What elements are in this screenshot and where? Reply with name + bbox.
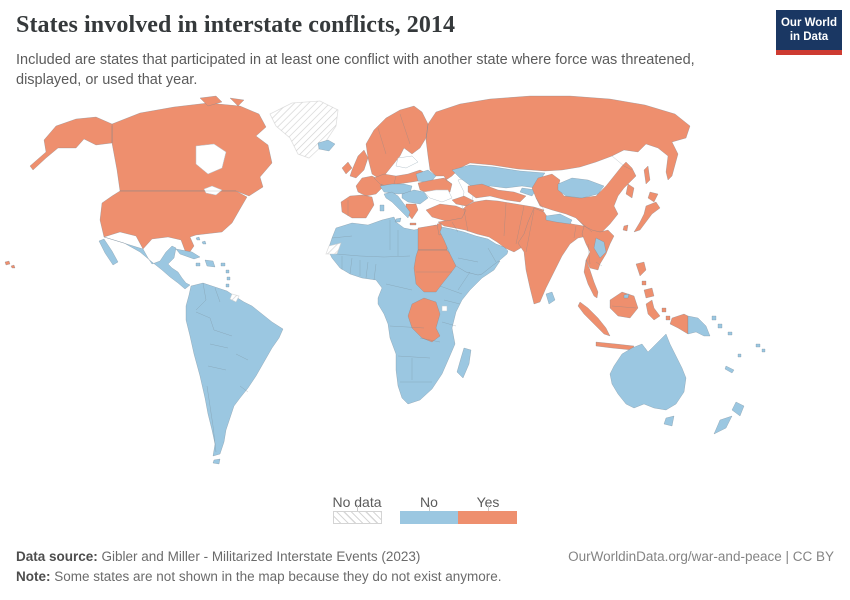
country-borders [111, 113, 637, 453]
region-kyrgyzstan[interactable] [519, 187, 537, 197]
legend-label-no-data[interactable]: No data [332, 494, 382, 510]
black-sea [423, 189, 453, 203]
region-ireland[interactable] [341, 161, 353, 175]
footer-note-text: Some states are not shown in the map bec… [50, 569, 502, 584]
region-uk[interactable] [349, 149, 369, 179]
legend-swatch-no-data[interactable] [333, 511, 382, 524]
region-hawaii[interactable] [4, 260, 16, 269]
region-tierra-del-fuego[interactable] [212, 458, 221, 465]
region-russia[interactable] [425, 95, 691, 181]
region-philippines[interactable] [635, 261, 655, 299]
page-title: States involved in interstate conflicts,… [16, 12, 456, 38]
region-dr-congo[interactable] [407, 297, 441, 343]
region-kazakhstan[interactable] [451, 164, 546, 191]
region-caribbean-islands[interactable] [195, 236, 231, 288]
legend-tick-no [429, 505, 430, 511]
owid-logo-line2: in Data [789, 31, 829, 44]
legend-swatch-yes[interactable] [458, 511, 517, 524]
region-new-zealand[interactable] [713, 401, 745, 435]
region-taiwan[interactable] [622, 224, 629, 232]
legend-label-no[interactable]: No [420, 494, 438, 510]
region-scandinavia[interactable] [365, 105, 429, 179]
region-iceland[interactable] [317, 139, 336, 152]
footer-note: Note: Some states are not shown in the m… [16, 569, 502, 584]
region-balkans[interactable] [401, 189, 429, 205]
footer-note-label: Note: [16, 569, 51, 584]
region-south-america[interactable] [185, 282, 284, 457]
region-sri-lanka[interactable] [545, 291, 556, 305]
legend-label-yes[interactable]: Yes [476, 494, 500, 510]
region-caucasus[interactable] [451, 195, 475, 207]
world-map [0, 86, 850, 500]
region-french-guiana[interactable] [229, 293, 240, 303]
region-nepal[interactable] [545, 213, 573, 225]
region-west-new-guinea[interactable] [669, 313, 689, 335]
region-iberia[interactable] [340, 194, 375, 219]
region-southeast-asia[interactable] [581, 225, 615, 299]
region-arabia[interactable] [439, 226, 509, 276]
region-mongolia[interactable] [557, 177, 605, 199]
region-korea[interactable] [625, 183, 635, 199]
region-borneo[interactable] [609, 291, 639, 319]
region-madagascar[interactable] [456, 347, 472, 379]
legend-swatch-no[interactable] [400, 511, 458, 524]
region-pacific-islands[interactable] [724, 331, 766, 374]
owid-logo-line1: Our World [780, 17, 837, 29]
hudson-bay [195, 143, 227, 175]
region-turkey[interactable] [425, 203, 467, 222]
chart-subtitle: Included are states that participated in… [16, 52, 695, 88]
region-western-sahara[interactable] [325, 242, 342, 255]
region-japan[interactable] [633, 191, 661, 233]
region-australia[interactable] [609, 333, 687, 411]
region-turkmenistan-uzbekistan[interactable] [467, 183, 527, 203]
footer-link[interactable]: OurWorldinData.org/war-and-peace | CC BY [568, 549, 834, 564]
region-papua-new-guinea[interactable] [687, 315, 723, 337]
great-lakes [203, 185, 223, 196]
region-central-europe[interactable] [379, 183, 413, 195]
region-alaska[interactable] [29, 116, 113, 171]
legend-tick-yes [488, 505, 489, 511]
region-laos[interactable] [593, 237, 607, 259]
region-belarus[interactable] [415, 169, 437, 184]
legend-tick-no-data [357, 505, 358, 511]
baltic-sea [395, 155, 419, 169]
region-cuba[interactable] [175, 248, 201, 260]
region-usa[interactable] [99, 190, 248, 257]
footer-datasource-text: Gibler and Miller - Militarized Intersta… [97, 549, 421, 564]
region-mexico-central-america[interactable] [103, 236, 191, 290]
region-sulawesi-moluccas[interactable] [645, 299, 671, 321]
region-baja-california[interactable] [98, 238, 119, 266]
region-tasmania[interactable] [663, 415, 675, 427]
region-canada[interactable] [111, 102, 273, 197]
region-brunei[interactable] [623, 293, 630, 299]
footer-datasource-label: Data source: [16, 549, 98, 564]
region-italy[interactable] [379, 191, 411, 223]
region-sumatra[interactable] [577, 301, 611, 337]
region-canada-arctic-islands[interactable] [199, 95, 245, 107]
region-hispaniola[interactable] [204, 259, 216, 268]
lake-victoria [441, 305, 448, 312]
region-sakhalin[interactable] [643, 165, 651, 185]
owid-logo[interactable]: Our World in Data [776, 10, 842, 55]
footer-datasource: Data source: Gibler and Miller - Militar… [16, 549, 420, 564]
